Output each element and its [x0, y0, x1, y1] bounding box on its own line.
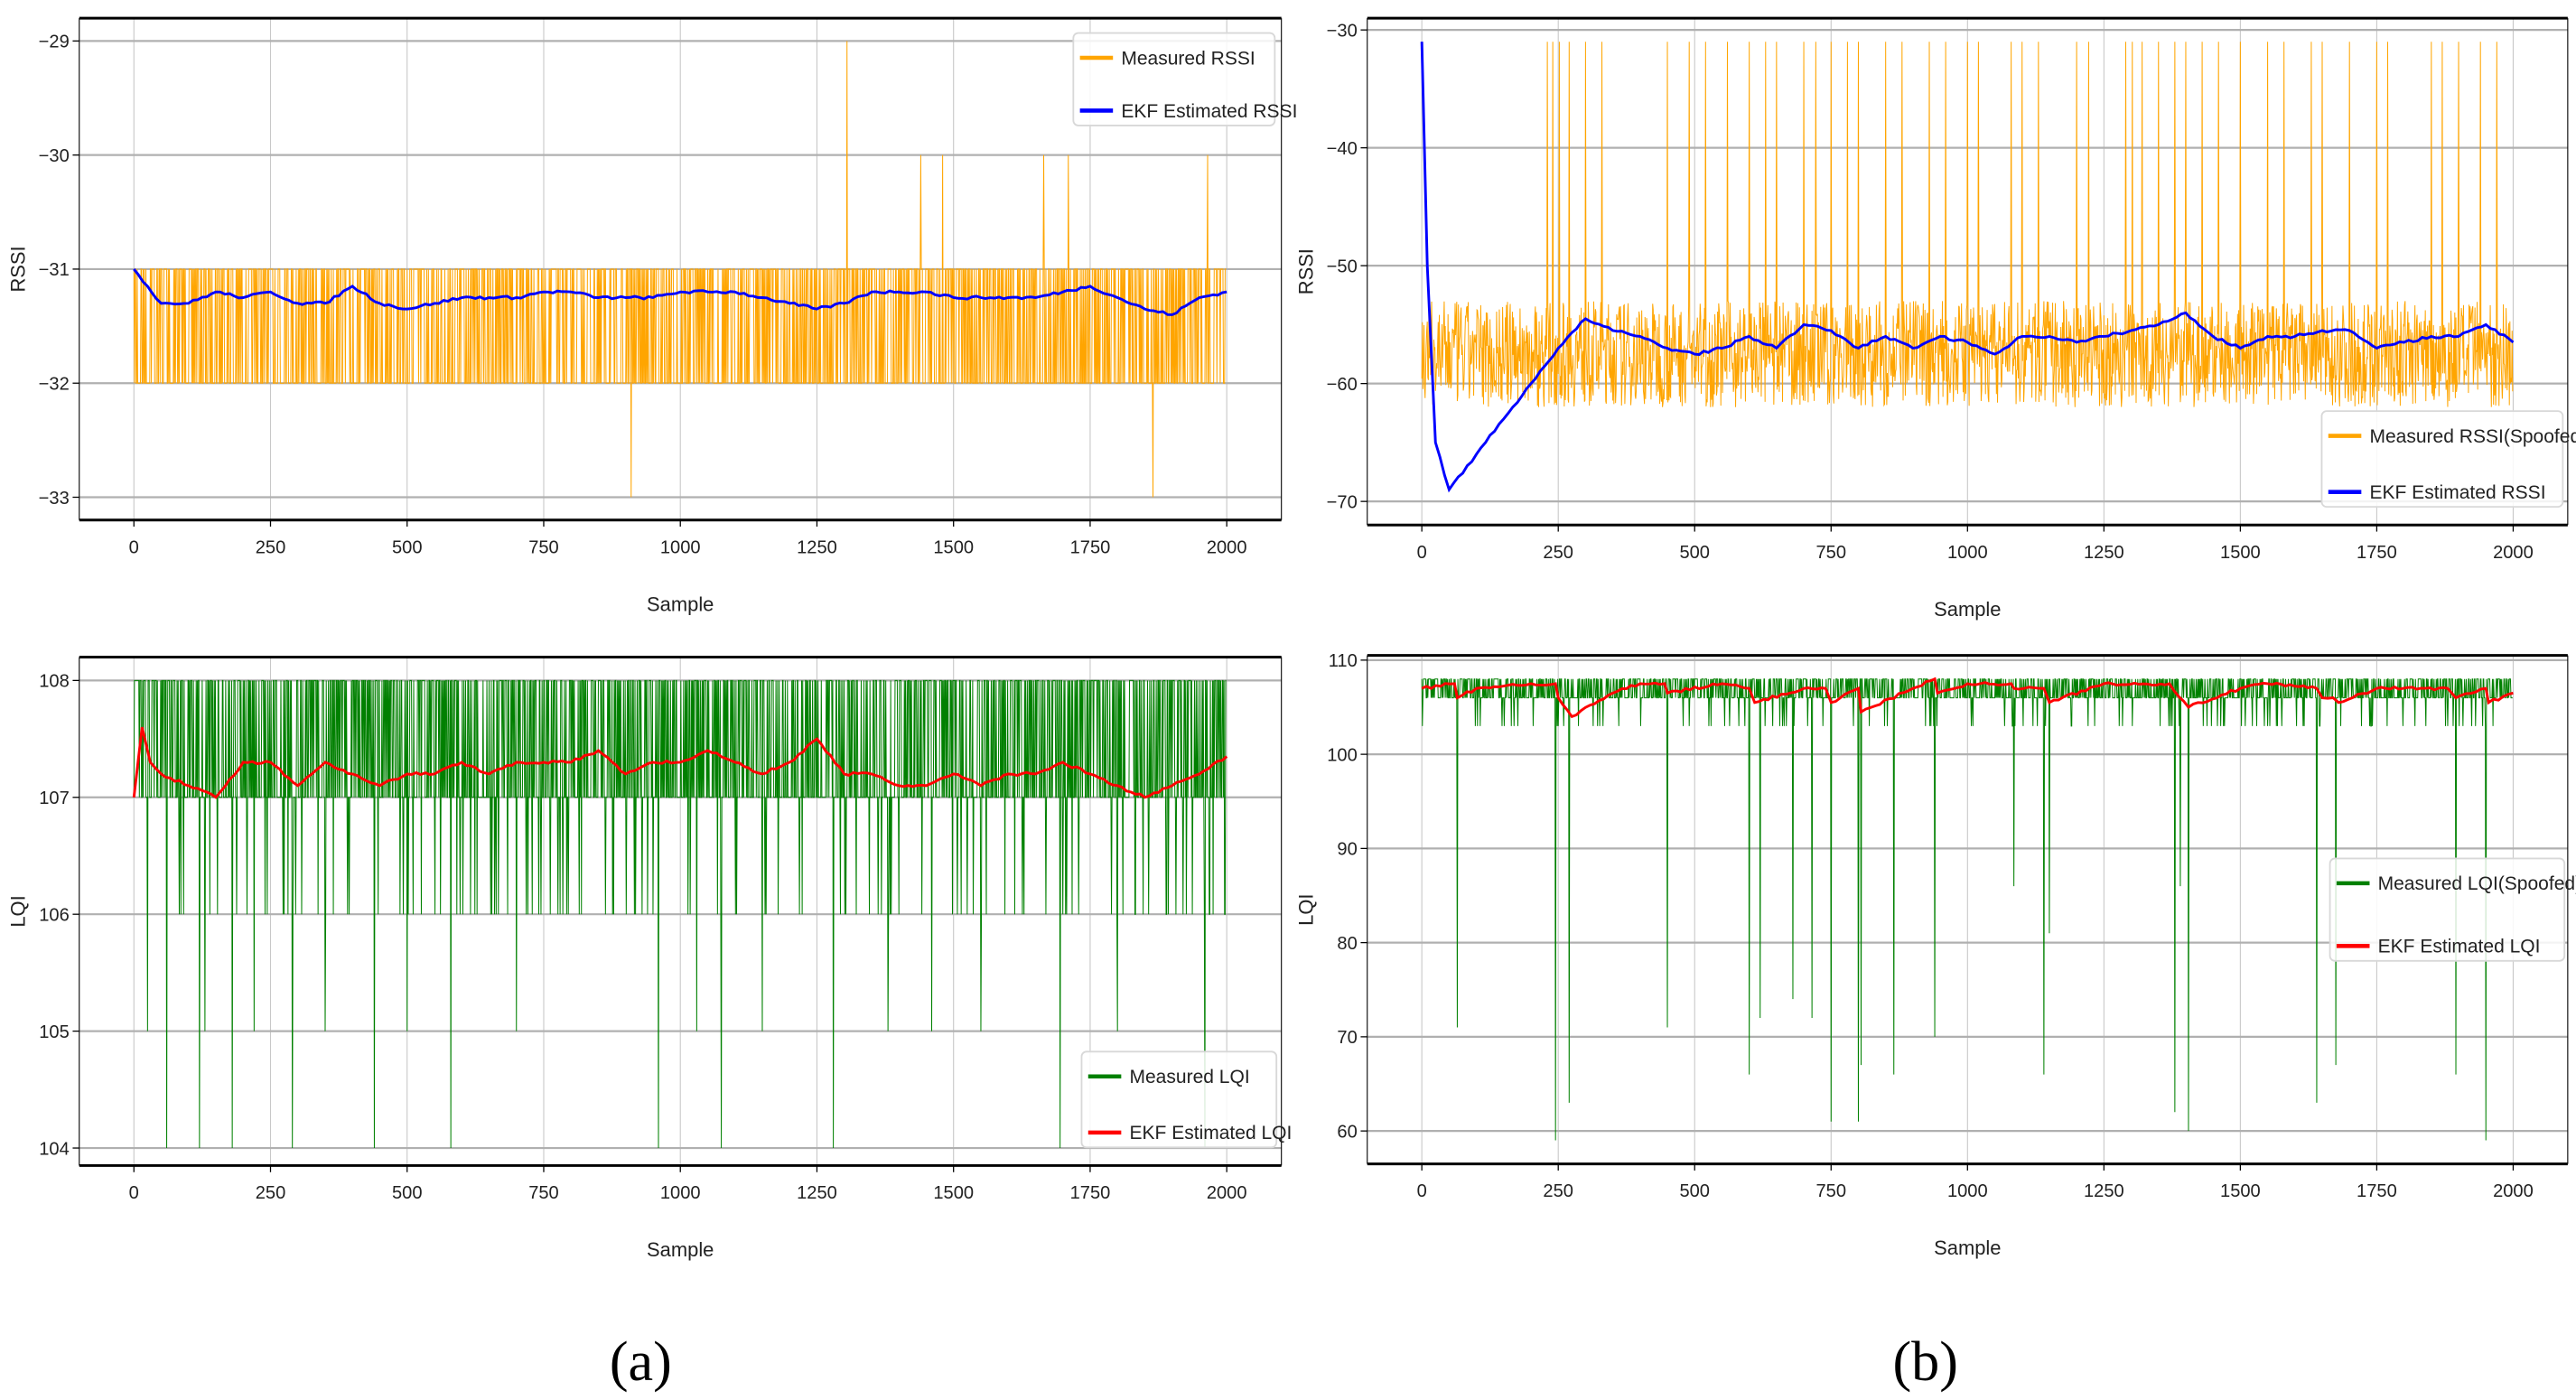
y-axis-label: LQI: [1294, 893, 1317, 925]
series-line-estimate: [1421, 677, 2514, 719]
x-tick-label: 250: [256, 1183, 286, 1203]
caption-b: (b): [1892, 1331, 1957, 1393]
x-tick-label: 0: [129, 1183, 139, 1203]
legend-label: Measured LQI(Spoofed): [2378, 873, 2576, 894]
y-tick-label: −30: [39, 146, 70, 166]
y-tick-label: −50: [1327, 257, 1358, 276]
x-tick-label: 250: [1543, 1181, 1573, 1201]
y-tick-label: −29: [39, 33, 70, 52]
y-tick-label: −70: [1327, 492, 1358, 512]
x-tick-label: 2000: [1207, 1183, 1247, 1203]
y-axis-label: RSSI: [6, 246, 29, 292]
x-tick-label: 1250: [2084, 1181, 2124, 1201]
y-tick-label: −40: [1327, 139, 1358, 159]
series-line-estimate: [132, 726, 1228, 799]
x-tick-label: 2000: [2493, 543, 2534, 563]
x-axis-label: Sample: [647, 1238, 714, 1261]
x-axis-label: Sample: [1934, 1237, 2001, 1259]
y-axis-label: RSSI: [1294, 248, 1317, 294]
x-tick-label: 750: [1816, 1181, 1847, 1201]
x-tick-label: 750: [528, 537, 559, 557]
legend: Measured LQI(Spoofed) EKF Estimated LQI: [2329, 857, 2576, 962]
y-tick-label: 70: [1337, 1028, 1357, 1048]
legend-label: EKF Estimated RSSI: [1121, 101, 1297, 122]
plot-area: [1421, 677, 2514, 1141]
y-tick-label: 107: [39, 789, 70, 808]
y-tick-label: −60: [1327, 375, 1358, 395]
x-tick-label: 1500: [2220, 543, 2261, 563]
x-tick-label: 0: [1417, 1181, 1427, 1201]
x-tick-label: 1500: [933, 537, 974, 557]
y-tick-label: 100: [1327, 745, 1358, 765]
chart-b-lqi: 0 250 500 750 1000 1250 1500 1750 2000 110 100 90 80…: [1294, 651, 2576, 1259]
x-tick-label: 500: [392, 537, 423, 557]
x-tick-label: 1000: [1947, 543, 1988, 563]
y-tick-label: −30: [1327, 21, 1358, 41]
y-tick-label: 60: [1337, 1122, 1357, 1142]
x-tick-label: 1000: [660, 1183, 701, 1203]
y-tick-label: 104: [39, 1139, 70, 1159]
legend-label: EKF Estimated LQI: [1129, 1123, 1292, 1143]
y-tick-label: −31: [39, 260, 70, 280]
series-line-measured: [1421, 42, 2514, 407]
x-axis-label: Sample: [1934, 598, 2001, 621]
chart-a-lqi: 0 250 500 750 1000 1250 1500 1750 2000 108 107 106 1…: [6, 656, 1292, 1261]
legend-box: [1080, 1050, 1278, 1149]
x-axis-label: Sample: [647, 593, 714, 615]
legend-label: EKF Estimated RSSI: [2369, 482, 2545, 503]
x-tick-label: 1500: [2220, 1181, 2261, 1201]
x-tick-label: 1250: [797, 537, 837, 557]
y-tick-label: −32: [39, 375, 70, 395]
y-tick-label: 106: [39, 906, 70, 926]
legend-label: EKF Estimated LQI: [2378, 937, 2541, 957]
x-tick-label: 500: [1679, 543, 1710, 563]
y-tick-label: 105: [39, 1022, 70, 1042]
plot-area: [1420, 42, 2515, 493]
x-tick-label: 0: [129, 537, 139, 557]
series-line-measured: [133, 41, 1227, 498]
y-tick-label: 80: [1337, 934, 1357, 954]
x-tick-label: 250: [1543, 543, 1573, 563]
legend-label: Measured RSSI: [1121, 48, 1255, 69]
x-tick-label: 1000: [1947, 1181, 1988, 1201]
x-tick-label: 1250: [797, 1183, 837, 1203]
x-tick-label: 2000: [2493, 1181, 2534, 1201]
x-tick-label: 0: [1417, 543, 1427, 563]
legend-box: [2329, 857, 2566, 962]
legend-box: [1072, 32, 1276, 126]
x-tick-label: 1750: [1070, 1183, 1111, 1203]
x-tick-label: 1750: [1070, 537, 1111, 557]
plot-area: [133, 41, 1227, 498]
legend-label: Measured LQI: [1129, 1067, 1249, 1087]
x-tick-label: 2000: [1207, 537, 1247, 557]
legend-box: [2320, 410, 2564, 509]
y-axis-label: LQI: [6, 895, 29, 927]
x-tick-label: 500: [1679, 1181, 1710, 1201]
chart-a-rssi: 0 250 500 750 1000 1250 1500 1750 2000 −29 −30 −31 −…: [6, 16, 1297, 615]
caption-a: (a): [610, 1331, 672, 1393]
x-tick-label: 750: [1816, 543, 1847, 563]
chart-b-rssi: 0 250 500 750 1000 1250 1500 1750 2000 −30 −40 −50 −…: [1294, 16, 2576, 621]
x-tick-label: 1750: [2357, 1181, 2397, 1201]
legend: Measured LQI EKF Estimated LQI: [1080, 1050, 1292, 1149]
y-tick-label: 108: [39, 672, 70, 692]
x-tick-label: 1000: [660, 537, 701, 557]
legend: Measured RSSI EKF Estimated RSSI: [1072, 32, 1297, 126]
plot-area: [132, 679, 1228, 1149]
legend: Measured RSSI(Spoofed) EKF Estimated RSSI: [2320, 410, 2576, 509]
series-line-estimate: [133, 268, 1227, 316]
series-line-estimate: [1420, 42, 2515, 493]
x-tick-label: 1750: [2357, 543, 2397, 563]
x-tick-label: 250: [256, 537, 286, 557]
y-tick-label: 110: [1329, 651, 1358, 671]
series-line-measured: [133, 679, 1227, 1149]
x-tick-label: 750: [528, 1183, 559, 1203]
y-tick-label: −33: [39, 489, 70, 509]
y-tick-label: 90: [1337, 840, 1357, 860]
x-tick-label: 1250: [2084, 543, 2124, 563]
x-tick-label: 500: [392, 1183, 423, 1203]
x-tick-label: 1500: [933, 1183, 974, 1203]
legend-label: Measured RSSI(Spoofed): [2369, 426, 2576, 447]
